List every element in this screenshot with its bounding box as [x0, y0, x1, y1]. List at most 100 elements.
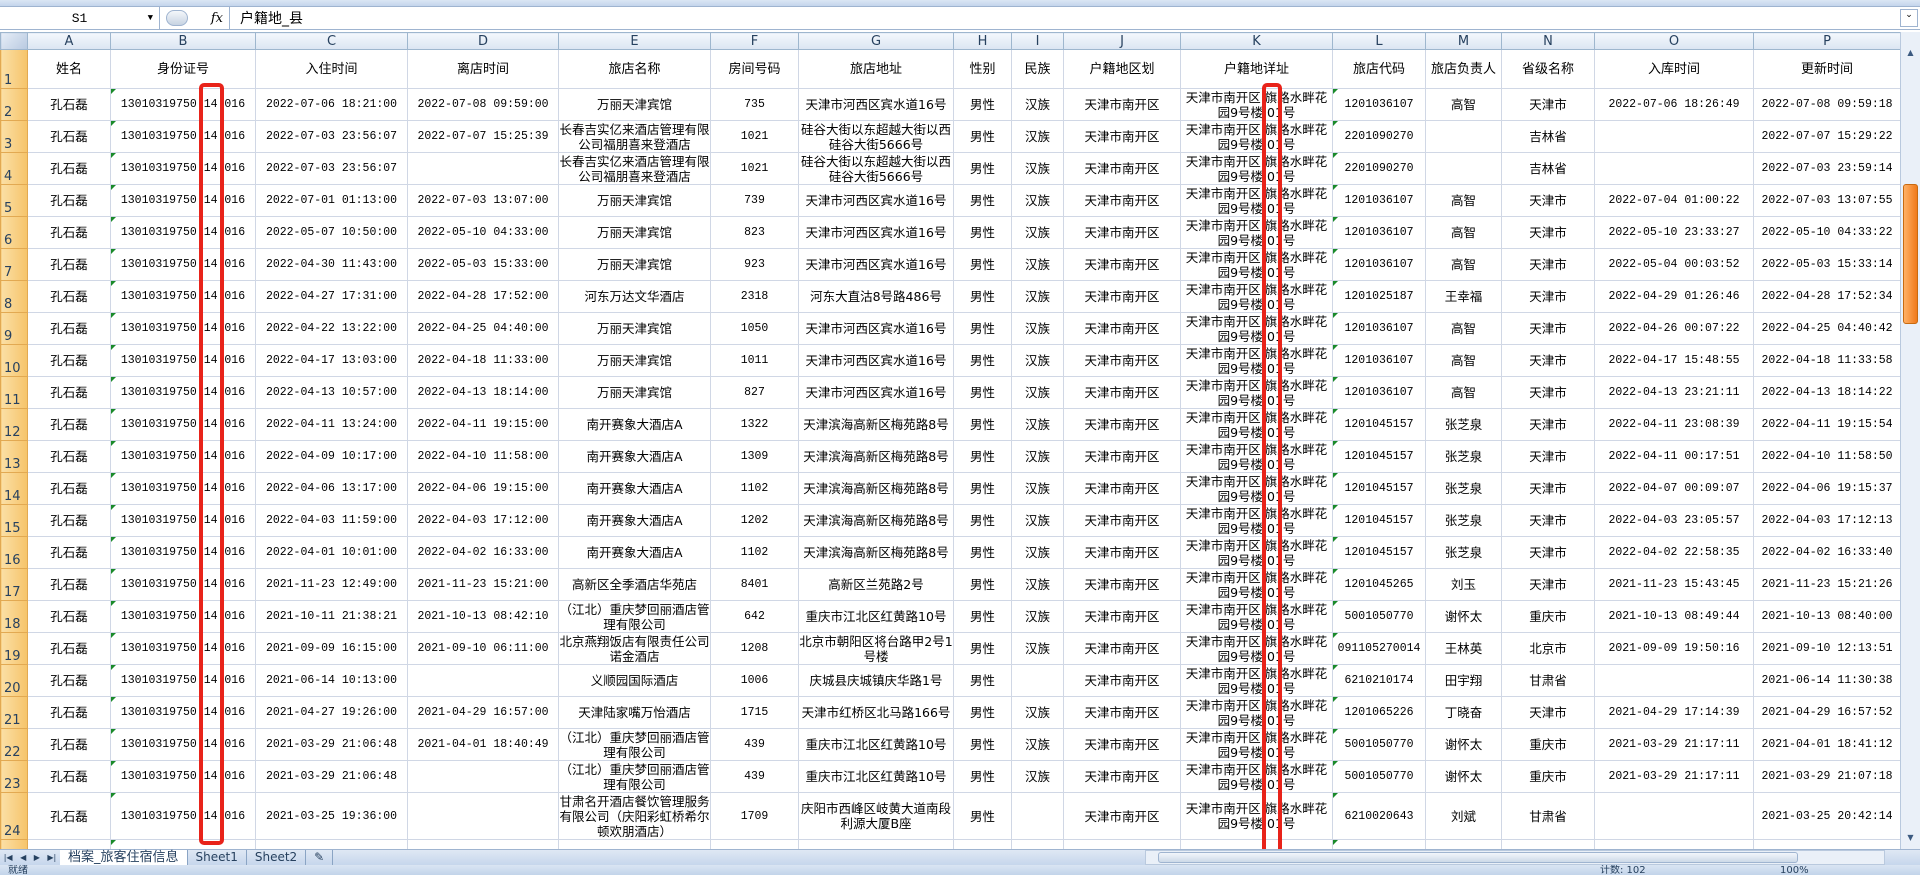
cell-checkin-time[interactable]: 2022-04-17 13:03:00 — [255, 344, 408, 377]
cell-update-time[interactable]: 2022-07-07 15:29:22 — [1753, 120, 1900, 153]
cell-id-number[interactable]: 13010319750 14 016 — [110, 344, 256, 377]
cell-update-time[interactable]: 2022-04-02 16:33:40 — [1753, 536, 1900, 569]
cell-checkout-time[interactable]: 2021-04-29 16:57:00 — [407, 696, 559, 729]
cell-gender[interactable]: 男性 — [953, 152, 1012, 185]
cell-hotel-code[interactable]: 1201036107 — [1332, 248, 1426, 281]
column-header-m[interactable]: M — [1425, 32, 1502, 50]
row-header[interactable]: 24 — [0, 792, 28, 840]
cell-id-number[interactable]: 13010319750 14 016 — [110, 120, 256, 153]
column-header-d[interactable]: D — [407, 32, 559, 50]
cell-province[interactable]: 天津市 — [1501, 440, 1595, 473]
cell-ethnicity[interactable]: 汉族 — [1011, 376, 1064, 409]
cell-hotel-address[interactable]: 天津滨海高新区梅苑路8号 — [798, 504, 954, 537]
cell-id-number[interactable]: 13010319750 14 016 — [110, 536, 256, 569]
cell-checkout-time[interactable] — [407, 792, 559, 840]
cell-hotel-manager[interactable]: 谢怀太 — [1425, 728, 1502, 761]
cell-hotel-name[interactable]: 万丽天津宾馆 — [558, 248, 711, 281]
cell-hotel-address[interactable]: 庆阳市西峰区岐黄大道南段利源大厦B座 — [798, 792, 954, 840]
cell-ethnicity[interactable]: 汉族 — [1011, 152, 1064, 185]
row-header[interactable]: 8 — [0, 280, 28, 313]
cell-household-district[interactable]: 天津市南开区 — [1063, 504, 1181, 537]
cell-gender[interactable]: 男性 — [953, 632, 1012, 665]
cell-hotel-name[interactable]: 万丽天津宾馆 — [558, 88, 711, 121]
cell-id-number[interactable]: 13010319750 14 016 — [110, 568, 256, 601]
cell-room-number[interactable]: 8401 — [710, 568, 799, 601]
cell-ethnicity[interactable]: 汉族 — [1011, 728, 1064, 761]
cell-room-number[interactable]: 642 — [710, 600, 799, 633]
cell-checkout-time[interactable]: 2022-04-06 19:15:00 — [407, 472, 559, 505]
formula-toggle-button[interactable] — [166, 10, 188, 26]
column-header-k[interactable]: K — [1180, 32, 1333, 50]
cell-room-number[interactable]: 823 — [710, 216, 799, 249]
header-cell-room-number[interactable]: 房间号码 — [710, 49, 799, 89]
cell-checkin-time[interactable]: 2022-04-13 10:57:00 — [255, 376, 408, 409]
cell-province[interactable]: 北京市 — [1501, 632, 1595, 665]
cell-checkout-time[interactable]: 2022-07-08 09:59:00 — [407, 88, 559, 121]
cell-household-address[interactable]: 天津市南开区 旗路水畔花园9号楼 01号 — [1180, 216, 1333, 249]
cell-province[interactable]: 天津市 — [1501, 376, 1595, 409]
cell-name[interactable]: 孔石磊 — [27, 184, 111, 217]
cell-hotel-manager[interactable]: 刘斌 — [1425, 792, 1502, 840]
cell-household-address[interactable]: 天津市南开区 旗路水畔花园9号楼 01号 — [1180, 568, 1333, 601]
cell-province[interactable]: 天津市 — [1501, 312, 1595, 345]
chevron-down-icon[interactable]: ▼ — [147, 13, 153, 23]
cell-update-time[interactable]: 2022-05-10 04:33:22 — [1753, 216, 1900, 249]
cell-hotel-name[interactable]: 万丽天津宾馆 — [558, 216, 711, 249]
cell-name[interactable]: 孔石磊 — [27, 536, 111, 569]
cell-hotel-manager[interactable]: 王林英 — [1425, 632, 1502, 665]
cell-id-number[interactable]: 13010319750 14 016 — [110, 792, 256, 840]
cell-empty[interactable] — [1425, 839, 1502, 849]
cell-household-address[interactable]: 天津市南开区 旗路水畔花园9号楼 01号 — [1180, 376, 1333, 409]
cell-household-address[interactable]: 天津市南开区 旗路水畔花园9号楼 01号 — [1180, 312, 1333, 345]
row-header[interactable]: 6 — [0, 216, 28, 249]
cell-ethnicity[interactable]: 汉族 — [1011, 696, 1064, 729]
cell-gender[interactable]: 男性 — [953, 280, 1012, 313]
cell-id-number[interactable]: 13010319750 14 016 — [110, 312, 256, 345]
cell-hotel-address[interactable]: 硅谷大街以东超越大街以西硅谷大街5666号 — [798, 152, 954, 185]
cell-province[interactable]: 天津市 — [1501, 696, 1595, 729]
cell-hotel-address[interactable]: 硅谷大街以东超越大街以西硅谷大街5666号 — [798, 120, 954, 153]
cell-household-district[interactable]: 天津市南开区 — [1063, 600, 1181, 633]
row-header[interactable]: 18 — [0, 600, 28, 633]
cell-hotel-code[interactable]: 1201025187 — [1332, 280, 1426, 313]
cell-checkout-time[interactable]: 2021-09-10 06:11:00 — [407, 632, 559, 665]
cell-name[interactable]: 孔石磊 — [27, 344, 111, 377]
cell-hotel-name[interactable]: 长春吉实亿来酒店管理有限公司福朋喜来登酒店 — [558, 152, 711, 185]
row-header[interactable]: 9 — [0, 312, 28, 345]
cell-empty[interactable] — [407, 839, 559, 849]
cell-hotel-name[interactable]: 南开赛象大酒店A — [558, 472, 711, 505]
cell-hotel-code[interactable]: 2201090270 — [1332, 152, 1426, 185]
cell-import-time[interactable] — [1594, 152, 1754, 185]
cell-room-number[interactable]: 1715 — [710, 696, 799, 729]
cell-id-number[interactable]: 13010319750 14 016 — [110, 216, 256, 249]
cell-checkin-time[interactable]: 2021-11-23 12:49:00 — [255, 568, 408, 601]
row-header-1[interactable]: 1 — [0, 49, 28, 89]
cell-empty[interactable] — [710, 839, 799, 849]
cell-room-number[interactable]: 923 — [710, 248, 799, 281]
row-header[interactable]: 21 — [0, 696, 28, 729]
cell-hotel-name[interactable]: 义顺园国际酒店 — [558, 664, 711, 697]
cell-hotel-manager[interactable]: 张芝泉 — [1425, 472, 1502, 505]
cell-update-time[interactable]: 2021-06-14 11:30:38 — [1753, 664, 1900, 697]
cell-household-address[interactable]: 天津市南开区 旗路水畔花园9号楼 01号 — [1180, 696, 1333, 729]
cell-hotel-address[interactable]: 天津市河西区宾水道16号 — [798, 248, 954, 281]
cell-checkout-time[interactable] — [407, 760, 559, 793]
cell-checkin-time[interactable]: 2022-04-09 10:17:00 — [255, 440, 408, 473]
cell-household-district[interactable]: 天津市南开区 — [1063, 696, 1181, 729]
cell-hotel-code[interactable]: 5001050770 — [1332, 728, 1426, 761]
cell-name[interactable]: 孔石磊 — [27, 312, 111, 345]
cell-empty[interactable] — [255, 839, 408, 849]
cell-ethnicity[interactable]: 汉族 — [1011, 760, 1064, 793]
cell-province[interactable]: 天津市 — [1501, 408, 1595, 441]
cell-hotel-address[interactable]: 天津市河西区宾水道16号 — [798, 376, 954, 409]
cell-gender[interactable]: 男性 — [953, 504, 1012, 537]
row-header[interactable]: 11 — [0, 376, 28, 409]
cell-household-address[interactable]: 天津市南开区 旗路水畔花园9号楼 01号 — [1180, 120, 1333, 153]
cell-checkout-time[interactable] — [407, 664, 559, 697]
cell-empty[interactable] — [1011, 839, 1064, 849]
header-cell-name[interactable]: 姓名 — [27, 49, 111, 89]
cell-name[interactable]: 孔石磊 — [27, 152, 111, 185]
cell-household-address[interactable]: 天津市南开区 旗路水畔花园9号楼 01号 — [1180, 344, 1333, 377]
cell-gender[interactable]: 男性 — [953, 216, 1012, 249]
cell-checkout-time[interactable]: 2021-11-23 15:21:00 — [407, 568, 559, 601]
